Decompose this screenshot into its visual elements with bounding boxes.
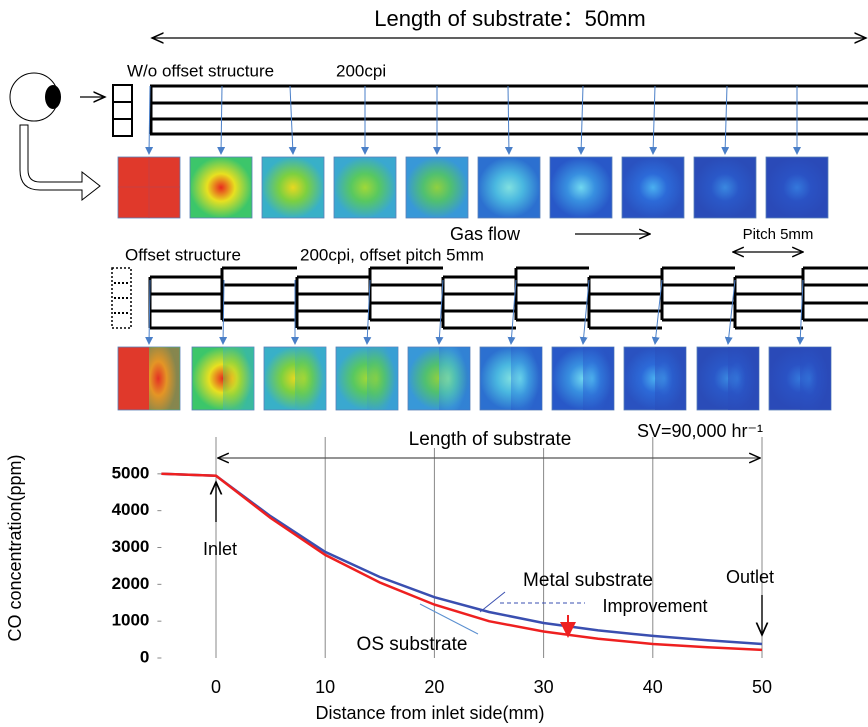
heatmap (261, 156, 325, 219)
flow-arrow (217, 85, 226, 155)
offset-density: 200cpi, offset pitch 5mm (300, 245, 484, 264)
heatmap-half (223, 347, 254, 410)
heatmap (333, 156, 397, 219)
length-label: Length of substrate (409, 429, 572, 450)
gas-flow: Gas flow (450, 224, 521, 244)
length-label: Length of substrate：50mm (374, 6, 645, 31)
heatmap (549, 156, 613, 219)
flow-arrow (721, 85, 730, 155)
pupil (45, 85, 61, 109)
heatmap (693, 156, 757, 219)
heatmap-half (583, 347, 614, 410)
x-tick-label: 10 (315, 677, 335, 697)
flow-arrow (507, 279, 517, 345)
condition: SV=90,000 hr⁻¹ (637, 421, 763, 441)
heatmap (405, 156, 469, 219)
y-tick-label: 4000 (112, 500, 150, 519)
offset-label: Offset structure (125, 245, 241, 264)
x-tick-label: 50 (752, 677, 772, 697)
flow-arrow (219, 279, 228, 345)
flow-arrow (579, 279, 590, 345)
y-tick-label: 1000 (112, 611, 150, 630)
cell-face (112, 101, 133, 120)
y-axis-label: CO concentration(ppm) (5, 454, 25, 641)
x-tick-label: 20 (424, 677, 444, 697)
improvement: Improvement (602, 596, 707, 616)
heatmap (477, 156, 541, 219)
y-tick-label: 0 (140, 647, 149, 666)
flow-arrow (577, 85, 586, 155)
y-tick-label: 3000 (112, 537, 150, 556)
heatmap-half (295, 347, 326, 410)
flow-arrow (435, 279, 444, 345)
heatmap-half (367, 347, 398, 410)
metal-leader (479, 591, 506, 613)
inlet: Inlet (203, 539, 237, 559)
flow-arrow (796, 279, 805, 345)
x-tick-label: 0 (211, 677, 221, 697)
heatmap-half (800, 347, 831, 410)
heatmap (189, 156, 253, 219)
bend-arrow (19, 124, 101, 202)
flow-arrow (288, 85, 297, 155)
x-tick-label: 30 (534, 677, 554, 697)
heatmap (765, 156, 829, 219)
y-tick-label: 2000 (112, 574, 150, 593)
structures (111, 84, 868, 411)
cell-face (112, 84, 133, 103)
flow-arrow (145, 279, 154, 345)
cell-face (112, 118, 133, 137)
flow-arrow (145, 85, 154, 155)
os-leader (419, 603, 479, 635)
no-offset-density: 200cpi (336, 61, 386, 80)
series-line (161, 472, 763, 652)
heatmap-half (149, 347, 180, 410)
heatmap-half (655, 347, 686, 410)
flow-arrow (363, 279, 372, 345)
series-line (161, 472, 763, 646)
flow-arrow (649, 85, 658, 155)
pitch: Pitch 5mm (743, 226, 814, 243)
heatmap-half (511, 347, 542, 410)
chart: 0 10 20 30 40 50 0 1000 2000 3000 4000 5000 Distance… (5, 421, 774, 723)
y-tick-label: 5000 (112, 463, 150, 482)
os-label: OS substrate (357, 634, 468, 655)
x-axis-label: Distance from inlet side(mm) (315, 703, 544, 723)
x-tick-label: 40 (643, 677, 663, 697)
flow-arrow (724, 279, 736, 345)
heatmap-half (728, 347, 759, 410)
no-offset-label: W/o offset structure (127, 61, 274, 80)
flow-arrow (651, 279, 663, 345)
outlet: Outlet (726, 567, 774, 587)
flow-arrow (504, 85, 513, 155)
metal-label: Metal substrate (523, 570, 653, 591)
heatmap-half (439, 347, 470, 410)
heatmap (621, 156, 685, 219)
